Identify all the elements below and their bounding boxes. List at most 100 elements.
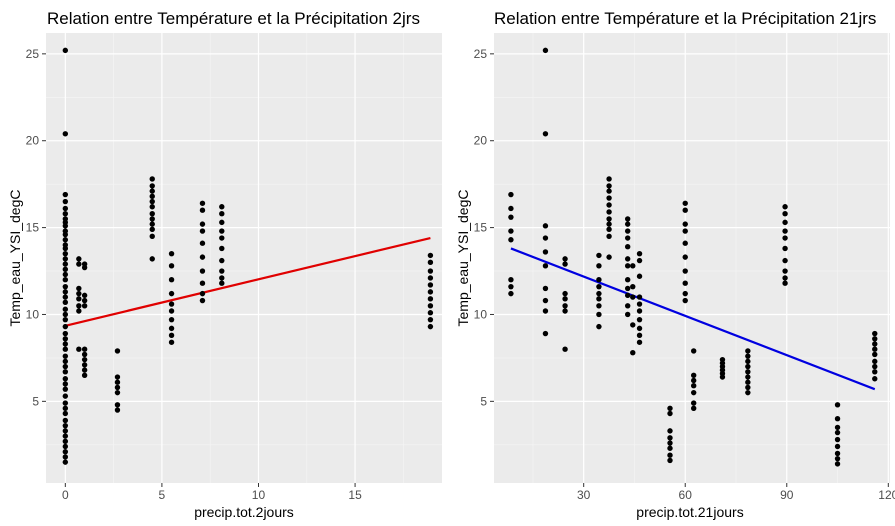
chart-right-data-point <box>624 277 631 283</box>
chart-right-data-point <box>690 405 697 411</box>
chart-left-data-point <box>219 204 225 210</box>
chart-right-data-point <box>745 384 751 391</box>
chart-left-data-point <box>62 223 69 229</box>
chart-right-data-point <box>606 188 612 194</box>
chart-left-data-point <box>62 386 69 392</box>
chart-left-data-point <box>76 308 82 314</box>
chart-left-data-point <box>168 250 175 257</box>
chart-right-data-point <box>562 346 568 352</box>
chart-right-y-tick-label: 10 <box>474 307 488 321</box>
chart-left-data-point <box>62 381 69 387</box>
chart-left-x-axis-label: precip.tot.2jours <box>194 504 294 520</box>
chart-left-data-point <box>62 277 69 283</box>
chart-left-data-point <box>168 308 175 314</box>
chart-right-data-point <box>682 221 688 227</box>
chart-right-y-tick-label: 25 <box>474 47 488 61</box>
chart-left-data-point <box>168 332 175 339</box>
chart-left-data-point <box>76 261 82 267</box>
chart-left-y-axis-label: Temp_eau_YSI_degC <box>7 190 23 327</box>
chart-right-data-point <box>782 268 788 274</box>
chart-left-data-point <box>62 294 69 300</box>
chart-right-data-point <box>834 416 841 422</box>
chart-left-data-point <box>114 402 121 408</box>
chart-right-x-tick-label: 90 <box>780 488 794 502</box>
chart-left-data-point <box>427 275 434 281</box>
chart-right-data-point <box>682 290 688 297</box>
chart-right-data-point <box>624 311 631 318</box>
chart-right-data-point <box>782 210 788 217</box>
chart-right-data-point <box>624 235 631 241</box>
chart-left-data-point <box>114 389 121 396</box>
chart-right-data-point <box>782 257 788 264</box>
chart-right-data-point <box>606 226 612 233</box>
chart-right-data-point <box>606 176 612 182</box>
chart-left-data-point <box>114 407 121 413</box>
chart-right-data-point <box>562 290 568 297</box>
chart-right-data-point <box>690 348 697 354</box>
chart-left-data-point <box>219 210 225 217</box>
chart-left-data-point <box>62 261 69 267</box>
chart-left-data-point <box>81 297 88 304</box>
chart-right-data-point <box>745 374 751 380</box>
chart-left-data-point <box>62 369 69 375</box>
chart-right-data-point <box>834 424 841 431</box>
chart-left-x-tick-label: 5 <box>159 488 166 502</box>
chart-left-data-point <box>149 176 155 182</box>
chart-right-data-point <box>834 429 841 436</box>
chart-right-data-point <box>542 285 549 292</box>
chart-left-data-point <box>81 346 88 352</box>
chart-left-data-point <box>168 290 175 297</box>
chart-left-y-tick-label: 5 <box>32 394 39 408</box>
chart-right-data-point <box>596 290 602 297</box>
chart-right-data-point <box>624 228 631 234</box>
chart-left-data-point <box>199 280 206 286</box>
chart-right-trend-line <box>510 247 876 391</box>
chart-right-data-point <box>834 450 841 457</box>
chart-left-data-point <box>219 235 225 241</box>
chart-left-data-point <box>62 459 69 465</box>
chart-left-data-point <box>427 268 434 274</box>
chart-left-data-point <box>149 183 155 189</box>
chart-right-y-tick-label: 5 <box>480 394 487 408</box>
chart-right-data-point <box>636 316 643 323</box>
chart-right-data-point <box>872 341 878 347</box>
chart-right-data-point <box>834 461 841 467</box>
chart-left-data-point <box>81 264 88 271</box>
chart-left-data-point <box>81 351 88 358</box>
chart-left-data-point <box>149 188 155 194</box>
chart-left-data-point <box>427 296 434 302</box>
chart-left-data-point <box>149 226 155 233</box>
chart-right-data-point <box>745 379 751 385</box>
chart-right-data-point <box>508 237 514 243</box>
chart-left-data-point <box>219 219 225 226</box>
chart-right-data-point <box>682 200 688 206</box>
chart-right-data-point <box>834 455 841 462</box>
chart-right-data-point <box>542 330 549 337</box>
chart-right-trend <box>510 247 876 391</box>
chart-left-data-point <box>62 299 69 306</box>
chart-right-data-point <box>682 228 688 234</box>
chart-right-data-point <box>596 303 602 309</box>
chart-right-data-point <box>782 228 788 234</box>
chart-left-data-point <box>62 449 69 455</box>
chart-right-data-point <box>782 219 788 226</box>
chart-left-data-point <box>76 256 82 262</box>
chart-right-data-point <box>745 363 751 370</box>
chart-left-data-point <box>62 237 69 243</box>
chart-left-data-point <box>62 433 69 439</box>
chart-left-data-point <box>219 245 225 252</box>
chart-left-data-point <box>62 417 69 424</box>
chart-left-data-point <box>62 341 69 347</box>
chart-right-x-tick-label: 120 <box>878 488 895 502</box>
chart-right-data-point <box>667 410 673 417</box>
chart-right-data-point <box>508 205 514 212</box>
chart-right-data-point <box>872 358 878 365</box>
chart-right-data-point <box>872 351 878 358</box>
chart-right-data-point <box>596 323 602 330</box>
chart-left-data-point <box>149 221 155 227</box>
chart-left-data-point <box>199 228 206 234</box>
chart-right-data-point <box>872 369 878 375</box>
chart-right-y-tick-label: 20 <box>474 134 488 148</box>
chart-right-x-axis-label: precip.tot.21jours <box>636 504 743 520</box>
